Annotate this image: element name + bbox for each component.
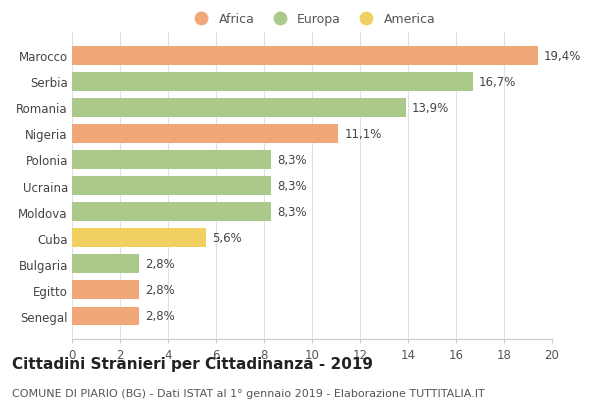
Bar: [72, 255, 139, 274]
Text: 8,3%: 8,3%: [277, 206, 307, 218]
Text: 16,7%: 16,7%: [479, 76, 516, 88]
Text: Cittadini Stranieri per Cittadinanza - 2019: Cittadini Stranieri per Cittadinanza - 2…: [12, 356, 373, 371]
Text: 8,3%: 8,3%: [277, 154, 307, 166]
Text: 13,9%: 13,9%: [412, 101, 449, 115]
Bar: [72, 307, 139, 326]
Text: 2,8%: 2,8%: [145, 258, 175, 271]
Bar: [72, 151, 271, 169]
Text: 2,8%: 2,8%: [145, 284, 175, 297]
Bar: [72, 47, 538, 65]
Text: 11,1%: 11,1%: [344, 128, 382, 141]
Bar: [72, 229, 206, 247]
Bar: [72, 281, 139, 299]
Text: 5,6%: 5,6%: [212, 231, 242, 245]
Legend: Africa, Europa, America: Africa, Europa, America: [184, 8, 440, 31]
Bar: [72, 125, 338, 144]
Bar: [72, 203, 271, 221]
Bar: [72, 73, 473, 91]
Bar: [72, 99, 406, 117]
Text: COMUNE DI PIARIO (BG) - Dati ISTAT al 1° gennaio 2019 - Elaborazione TUTTITALIA.: COMUNE DI PIARIO (BG) - Dati ISTAT al 1°…: [12, 389, 485, 398]
Text: 19,4%: 19,4%: [544, 49, 581, 63]
Bar: [72, 177, 271, 196]
Text: 8,3%: 8,3%: [277, 180, 307, 193]
Text: 2,8%: 2,8%: [145, 310, 175, 323]
